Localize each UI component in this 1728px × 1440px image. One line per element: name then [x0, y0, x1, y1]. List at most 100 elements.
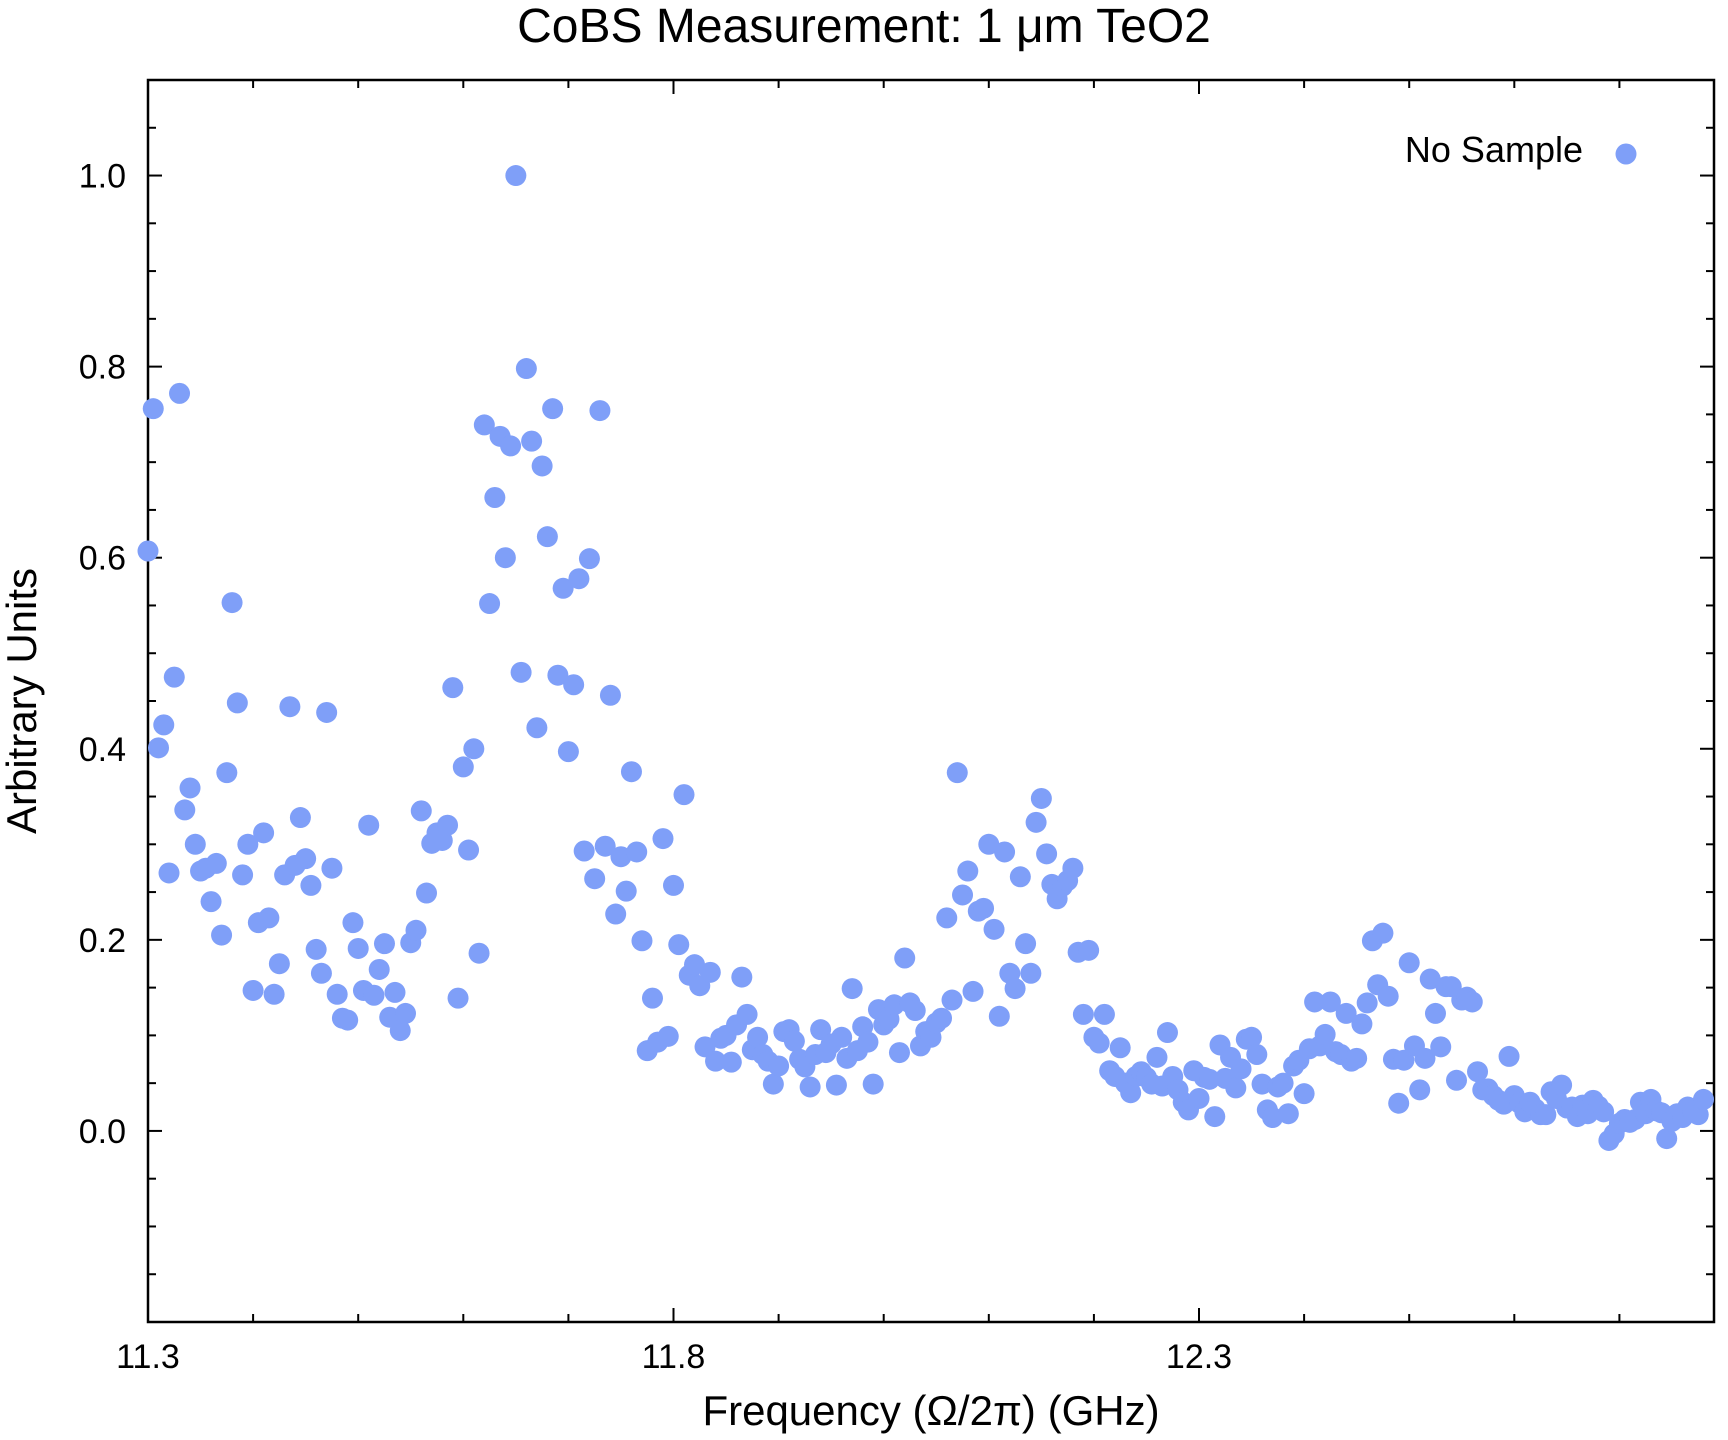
data-point	[1204, 1106, 1226, 1128]
data-point	[153, 714, 175, 736]
data-point	[1004, 978, 1026, 1000]
data-point	[747, 1026, 769, 1048]
data-point	[578, 548, 600, 570]
data-point	[1346, 1047, 1368, 1069]
data-point	[1188, 1087, 1210, 1109]
data-point	[211, 924, 233, 946]
data-point	[542, 398, 564, 420]
data-point	[405, 919, 427, 941]
data-point	[994, 841, 1016, 863]
data-point	[1062, 857, 1084, 879]
data-points	[137, 165, 1714, 1151]
legend-marker-no-sample	[1615, 143, 1637, 165]
data-point	[652, 828, 674, 850]
data-point	[841, 978, 863, 1000]
data-point	[237, 833, 259, 855]
y-tick-label: 1.0	[79, 158, 126, 196]
data-point	[673, 784, 695, 806]
data-point	[1009, 866, 1031, 888]
data-point	[962, 980, 984, 1002]
data-point	[179, 777, 201, 799]
legend: No Sample	[1405, 129, 1637, 170]
data-point	[1430, 1036, 1452, 1058]
data-point	[952, 884, 974, 906]
data-point	[894, 947, 916, 969]
data-point	[1078, 939, 1100, 961]
data-point	[620, 761, 642, 783]
data-point	[505, 165, 527, 187]
data-point	[1199, 1068, 1221, 1090]
data-point	[883, 994, 905, 1016]
data-point	[663, 874, 685, 896]
data-point	[1319, 991, 1341, 1013]
data-point	[931, 1007, 953, 1029]
data-point	[452, 756, 474, 778]
data-point	[494, 547, 516, 569]
data-point	[736, 1003, 758, 1025]
data-point	[442, 677, 464, 699]
data-point	[1277, 1103, 1299, 1125]
data-point	[1446, 1069, 1468, 1091]
data-point	[1388, 1092, 1410, 1114]
data-point	[389, 1020, 411, 1042]
data-point	[1241, 1026, 1263, 1048]
data-point	[463, 738, 485, 760]
data-point	[305, 938, 327, 960]
y-tick-label: 0.6	[79, 540, 126, 578]
data-point	[888, 1042, 910, 1064]
data-point	[1314, 1023, 1336, 1045]
y-axis: 0.0 0.2 0.4 0.6 0.8 1.0	[79, 126, 1714, 1323]
data-point	[1424, 1002, 1446, 1024]
data-point	[526, 717, 548, 739]
data-point	[594, 835, 616, 857]
data-point	[1409, 1079, 1431, 1101]
data-point	[547, 664, 569, 686]
data-point	[978, 833, 1000, 855]
data-point	[263, 983, 285, 1005]
data-point	[1251, 1073, 1273, 1095]
data-point	[573, 840, 595, 862]
data-point	[163, 666, 185, 688]
data-point	[410, 800, 432, 822]
data-point	[768, 1055, 790, 1077]
data-point	[1093, 1003, 1115, 1025]
data-point	[221, 592, 243, 614]
data-point	[1377, 985, 1399, 1007]
data-point	[605, 903, 627, 925]
data-point	[205, 852, 227, 874]
data-point	[184, 833, 206, 855]
data-point	[316, 701, 338, 723]
data-point	[1304, 991, 1326, 1013]
data-point	[783, 1030, 805, 1052]
data-point	[1246, 1043, 1268, 1065]
data-point	[720, 1051, 742, 1073]
data-point	[268, 953, 290, 975]
data-point	[731, 966, 753, 988]
data-point	[1692, 1088, 1714, 1110]
data-point	[1030, 787, 1052, 809]
data-point	[174, 799, 196, 821]
data-point	[531, 455, 553, 477]
data-point	[468, 942, 490, 964]
data-point	[521, 430, 543, 452]
data-point	[615, 880, 637, 902]
data-point	[599, 684, 621, 706]
data-point	[857, 1031, 879, 1053]
data-point	[1419, 968, 1441, 990]
data-point	[799, 1076, 821, 1098]
data-point	[1414, 1047, 1436, 1069]
data-point	[158, 862, 180, 884]
data-point	[568, 568, 590, 590]
data-point	[1461, 991, 1483, 1013]
data-point	[1025, 811, 1047, 833]
data-point	[1551, 1074, 1573, 1096]
data-point	[437, 814, 459, 836]
data-point	[941, 989, 963, 1011]
data-point	[657, 1025, 679, 1047]
data-point	[1072, 1003, 1094, 1025]
data-point	[1015, 933, 1037, 955]
data-point	[589, 400, 611, 422]
data-point	[321, 857, 343, 879]
data-point	[1498, 1045, 1520, 1067]
data-point	[1351, 1013, 1373, 1035]
